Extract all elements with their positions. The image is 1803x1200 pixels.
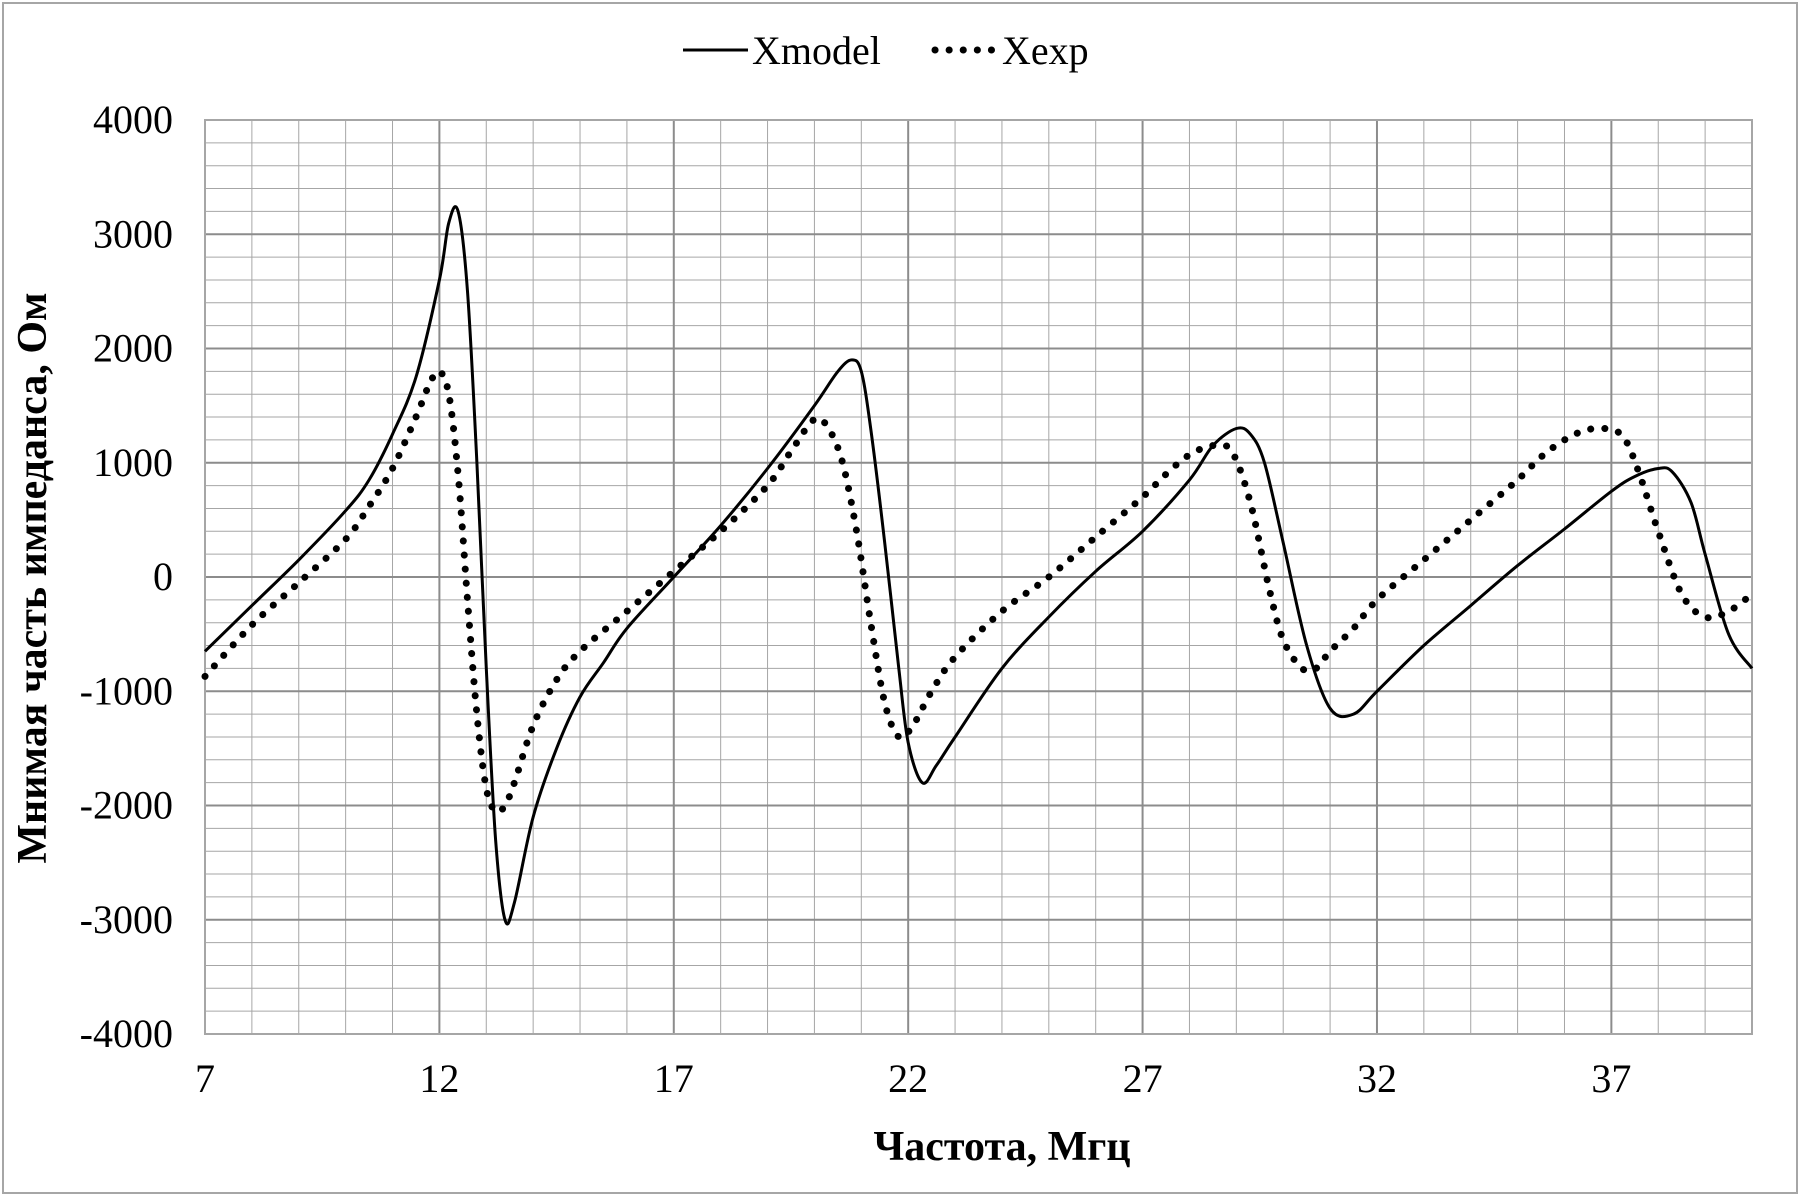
y-axis-title: Мнимая часть импеданса, Ом: [10, 292, 56, 863]
y-tick-labels: 4000 3000 2000 1000 0 -1000 -2000 -3000 -4000: [80, 97, 173, 1056]
y-tick-label: 3000: [93, 211, 173, 256]
series-line-xexp: [201, 367, 1756, 816]
x-tick-label: 22: [888, 1056, 928, 1101]
x-axis-title: Частота, Мгц: [873, 1124, 1130, 1170]
y-tick-label: -3000: [80, 897, 173, 942]
series-layer: [201, 205, 1756, 926]
y-tick-label: -2000: [80, 783, 173, 828]
x-tick-label: 7: [195, 1056, 215, 1101]
x-tick-labels: 7 12 17 22 27 32 37: [195, 1056, 1631, 1101]
y-tick-label: 1000: [93, 440, 173, 485]
x-tick-label: 12: [419, 1056, 459, 1101]
y-tick-label: -4000: [80, 1011, 173, 1056]
x-tick-label: 32: [1357, 1056, 1397, 1101]
x-tick-label: 27: [1123, 1056, 1163, 1101]
legend-label-xmodel: Xmodel: [752, 28, 881, 73]
series-line-xmodel: [203, 205, 1754, 926]
plot-area-border: [204, 119, 1753, 1035]
y-tick-label: -1000: [80, 668, 173, 713]
legend: Xmodel Xexp: [683, 28, 1089, 73]
y-tick-label: 2000: [93, 326, 173, 371]
x-tick-label: 17: [654, 1056, 694, 1101]
legend-label-xexp: Xexp: [1002, 28, 1089, 73]
y-tick-label: 4000: [93, 97, 173, 142]
y-tick-label: 0: [153, 554, 173, 599]
x-tick-label: 37: [1591, 1056, 1631, 1101]
